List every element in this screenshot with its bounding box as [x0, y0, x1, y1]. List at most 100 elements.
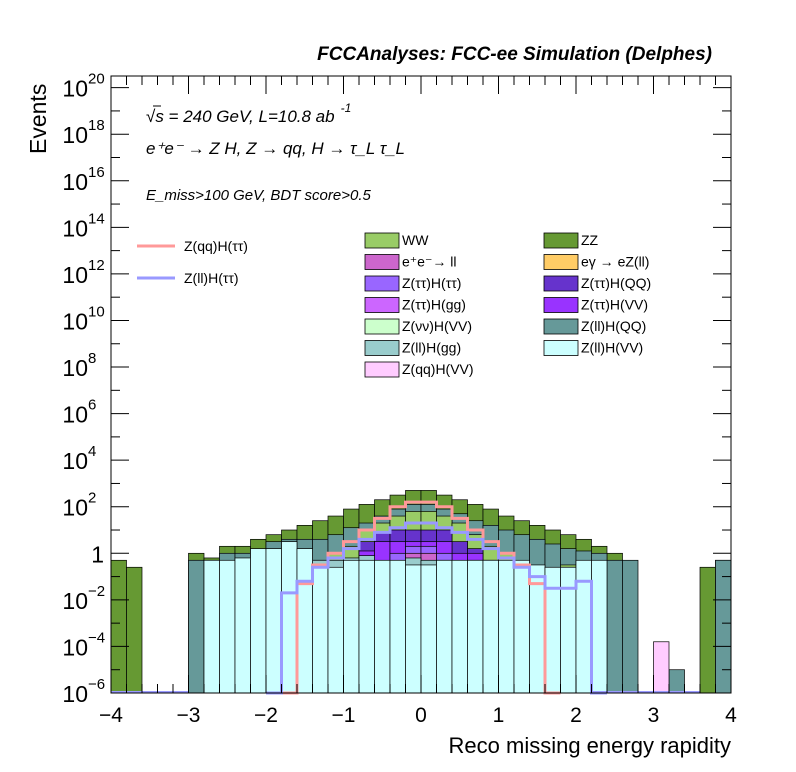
legend-swatch [543, 297, 579, 313]
y-tick-exponent: 14 [88, 210, 105, 227]
bar [653, 641, 670, 694]
bar [188, 559, 205, 694]
bar [389, 559, 406, 694]
y-tick-label: 10 [62, 448, 88, 474]
legend-label: Z(ττ)H(VV) [581, 297, 648, 313]
x-tick-label: 1 [493, 704, 505, 727]
y-tick-label: 10 [62, 634, 88, 660]
y-tick-exponent: 10 [88, 303, 105, 320]
chart-title: FCCAnalyses: FCC-ee Simulation (Delphes) [317, 44, 712, 65]
y-tick-exponent: 6 [88, 397, 96, 414]
y-tick-exponent: 4 [88, 443, 96, 460]
y-tick-label: 10 [62, 76, 88, 102]
bar [436, 559, 453, 694]
y-tick-exponent: 16 [88, 164, 105, 181]
legend-swatch [364, 297, 400, 313]
selection-annotation: E_miss>100 GeV, BDT score>0.5 [146, 187, 371, 204]
y-tick-label: 10 [62, 308, 88, 334]
bar [467, 559, 484, 694]
signal-line [266, 521, 607, 695]
legend-label: Z(ττ)H(gg) [402, 297, 466, 313]
legend-swatch [543, 232, 579, 249]
bar [265, 548, 282, 694]
legend-swatch [364, 361, 400, 378]
bar [312, 566, 329, 694]
bar [126, 566, 143, 694]
bar [219, 559, 236, 694]
legend-swatch [364, 275, 400, 292]
y-tick-label: 10 [62, 588, 88, 614]
x-tick-label: 4 [725, 704, 737, 727]
bar [296, 548, 313, 694]
legend-swatch [543, 275, 579, 292]
y-tick-label: 10 [62, 215, 88, 241]
bar [482, 559, 499, 694]
bar [622, 559, 639, 694]
y-tick-label: 10 [62, 169, 88, 195]
bar [451, 559, 468, 694]
process-annotation: e⁺e⁻ → Z H, Z → qq, H → τ_L τ_L [146, 139, 405, 158]
bar [281, 541, 298, 694]
legend-label: Z(ττ)H(ττ) [402, 275, 461, 291]
bar [374, 559, 391, 694]
bar [327, 566, 344, 694]
bar [234, 557, 251, 694]
legend-label: eγ → eZ(ll) [581, 254, 649, 270]
legend-label: Z(νν)H(VV) [402, 318, 472, 334]
bar [358, 559, 375, 694]
y-tick-label: 10 [62, 262, 88, 288]
bar [544, 566, 561, 694]
y-tick-label: 10 [62, 495, 88, 521]
legend-swatch [543, 254, 579, 270]
x-tick-label: 0 [415, 704, 427, 727]
bar [420, 564, 437, 694]
legend-signal-label: Z(ll)H(ττ) [184, 270, 239, 286]
x-axis-label: Reco missing energy rapidity [449, 733, 731, 758]
legend-label: e⁺e⁻→ ll [402, 254, 456, 270]
bar [110, 559, 127, 694]
legend-swatch [364, 232, 400, 249]
bar [498, 559, 515, 694]
energy-annotation: √s = 240 GeV, L=10.8 ab -1 [146, 101, 351, 126]
bar [591, 559, 608, 694]
x-tick-label: 2 [570, 704, 582, 727]
legend-label: WW [402, 232, 429, 248]
legend-swatch [364, 254, 400, 270]
y-tick-exponent: 12 [88, 257, 105, 274]
y-tick-exponent: 8 [88, 350, 96, 367]
y-axis-label: Events [25, 84, 51, 154]
legend-label: Z(qq)H(VV) [402, 361, 474, 377]
bar [203, 559, 220, 694]
y-tick-label: 10 [62, 122, 88, 148]
bar [513, 559, 530, 694]
bar [343, 559, 360, 694]
legend-swatch [364, 318, 400, 335]
legend-swatch [543, 318, 579, 335]
bar [250, 548, 267, 694]
y-tick-label: 10 [62, 681, 88, 707]
bar [560, 566, 577, 694]
legend-label: Z(ττ)H(QQ) [581, 275, 651, 291]
legend: Z(qq)H(ττ) Z(ll)H(ττ) WW e⁺e⁻→ ll Z(ττ)H(ττ)… [137, 232, 651, 378]
y-tick-label: 1 [91, 541, 104, 567]
x-tick-label: −2 [254, 704, 278, 727]
annotations: √s = 240 GeV, L=10.8 ab -1 e⁺e⁻ → Z H, Z … [146, 101, 405, 204]
y-tick-exponent: −6 [88, 676, 105, 693]
x-tick-label: −1 [332, 704, 356, 727]
bar [668, 669, 685, 694]
y-tick-exponent: 20 [88, 71, 105, 88]
bar [405, 564, 422, 694]
legend-label: Z(ll)H(VV) [581, 340, 643, 356]
x-tick-label: −3 [177, 704, 201, 727]
y-tick-exponent: 18 [88, 117, 105, 134]
y-tick-label: 10 [62, 402, 88, 428]
legend-label: ZZ [581, 232, 599, 248]
y-tick-label: 10 [62, 355, 88, 381]
x-tick-label: −4 [99, 704, 123, 727]
legend-swatch [543, 340, 579, 356]
legend-swatch [364, 340, 400, 356]
y-tick-exponent: −2 [88, 583, 105, 600]
signal-line [266, 500, 561, 695]
